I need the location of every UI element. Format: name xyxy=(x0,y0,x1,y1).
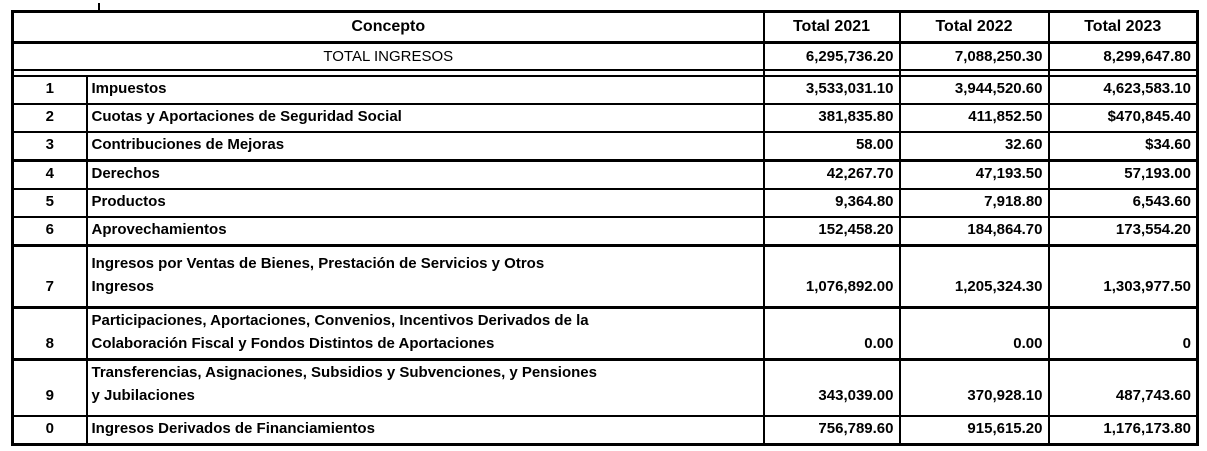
value-2021: 3,533,031.10 xyxy=(762,75,901,105)
total-value-2022: 7,088,250.30 xyxy=(898,42,1050,71)
value-2023: 1,176,173.80 xyxy=(1047,415,1199,445)
value-2022: 7,918.80 xyxy=(898,188,1050,218)
ingresos-table: Concepto Total 2021 Total 2022 Total 202… xyxy=(11,10,1199,446)
row-number: 4 xyxy=(11,160,88,190)
table-row: 7 Ingresos por Ventas de Bienes, Prestaci… xyxy=(11,245,1199,309)
total-value-2023: 8,299,647.80 xyxy=(1047,42,1199,71)
header-total-2022: Total 2022 xyxy=(898,11,1050,44)
value-2022: 3,944,520.60 xyxy=(898,75,1050,105)
row-number: 0 xyxy=(11,415,88,445)
value-2022: 32.60 xyxy=(898,131,1050,162)
table-row: 9 Transferencias, Asignaciones, Subsidios… xyxy=(11,359,1199,417)
value-2021: 1,076,892.00 xyxy=(762,245,901,309)
gridline-artifact-top xyxy=(98,3,100,11)
value-2023: $34.60 xyxy=(1047,131,1199,162)
value-2023: 0 xyxy=(1047,307,1199,361)
concept-cell: Cuotas y Aportaciones de Seguridad Socia… xyxy=(85,103,765,133)
value-2023: $470,845.40 xyxy=(1047,103,1199,133)
value-2021: 343,039.00 xyxy=(762,359,901,417)
concept-cell: Ingresos Derivados de Financiamientos xyxy=(85,415,765,445)
concept-cell: Productos xyxy=(85,188,765,218)
table-header-row: Concepto Total 2021 Total 2022 Total 202… xyxy=(11,11,1199,44)
total-ingresos-label: TOTAL INGRESOS xyxy=(11,42,765,71)
row-number: 9 xyxy=(11,359,88,417)
row-number: 2 xyxy=(11,103,88,133)
header-total-2021: Total 2021 xyxy=(762,11,901,44)
table-row: 8 Participaciones, Aportaciones, Convenio… xyxy=(11,307,1199,361)
spacer-cell xyxy=(11,69,765,77)
table-body: TOTAL INGRESOS 6,295,736.20 7,088,250.30… xyxy=(11,42,1199,445)
concept-cell: Participaciones, Aportaciones, Convenios… xyxy=(85,307,765,361)
value-2023: 4,623,583.10 xyxy=(1047,75,1199,105)
value-2023: 1,303,977.50 xyxy=(1047,245,1199,309)
value-2021: 42,267.70 xyxy=(762,160,901,190)
value-2022: 47,193.50 xyxy=(898,160,1050,190)
concept-cell: Contribuciones de Mejoras xyxy=(85,131,765,162)
value-2022: 915,615.20 xyxy=(898,415,1050,445)
table-row: 2 Cuotas y Aportaciones de Seguridad Soci… xyxy=(11,103,1199,133)
concept-cell: Derechos xyxy=(85,160,765,190)
value-2023: 487,743.60 xyxy=(1047,359,1199,417)
value-2022: 370,928.10 xyxy=(898,359,1050,417)
table-row: 4 Derechos 42,267.70 47,193.50 57,193.00 xyxy=(11,160,1199,190)
value-2021: 0.00 xyxy=(762,307,901,361)
concept-cell: Transferencias, Asignaciones, Subsidios … xyxy=(85,359,765,417)
row-number: 6 xyxy=(11,216,88,247)
value-2022: 411,852.50 xyxy=(898,103,1050,133)
table-row: 3 Contribuciones de Mejoras 58.00 32.60 $34.… xyxy=(11,131,1199,162)
total-value-2021: 6,295,736.20 xyxy=(762,42,901,71)
value-2021: 152,458.20 xyxy=(762,216,901,247)
value-2023: 173,554.20 xyxy=(1047,216,1199,247)
spacer-cell xyxy=(1047,69,1199,77)
concept-cell: Aprovechamientos xyxy=(85,216,765,247)
table-row: 5 Productos 9,364.80 7,918.80 6,543.60 xyxy=(11,188,1199,218)
row-number: 1 xyxy=(11,75,88,105)
row-number: 5 xyxy=(11,188,88,218)
header-total-2023: Total 2023 xyxy=(1047,11,1199,44)
row-number: 7 xyxy=(11,245,88,309)
value-2022: 1,205,324.30 xyxy=(898,245,1050,309)
total-ingresos-row: TOTAL INGRESOS 6,295,736.20 7,088,250.30… xyxy=(11,42,1199,71)
value-2021: 9,364.80 xyxy=(762,188,901,218)
header-concepto: Concepto xyxy=(11,11,765,44)
table-row: 1 Impuestos 3,533,031.10 3,944,520.60 4,623,… xyxy=(11,75,1199,105)
spacer-cell xyxy=(762,69,901,77)
table-row: 0 Ingresos Derivados de Financiamientos 75… xyxy=(11,415,1199,445)
value-2021: 58.00 xyxy=(762,131,901,162)
concept-cell: Impuestos xyxy=(85,75,765,105)
value-2022: 0.00 xyxy=(898,307,1050,361)
value-2023: 6,543.60 xyxy=(1047,188,1199,218)
value-2021: 756,789.60 xyxy=(762,415,901,445)
value-2023: 57,193.00 xyxy=(1047,160,1199,190)
spacer-cell xyxy=(898,69,1050,77)
concept-cell: Ingresos por Ventas de Bienes, Prestació… xyxy=(85,245,765,309)
row-number: 3 xyxy=(11,131,88,162)
value-2022: 184,864.70 xyxy=(898,216,1050,247)
spacer-row xyxy=(11,69,1199,77)
row-number: 8 xyxy=(11,307,88,361)
value-2021: 381,835.80 xyxy=(762,103,901,133)
table-row: 6 Aprovechamientos 152,458.20 184,864.70 173… xyxy=(11,216,1199,247)
